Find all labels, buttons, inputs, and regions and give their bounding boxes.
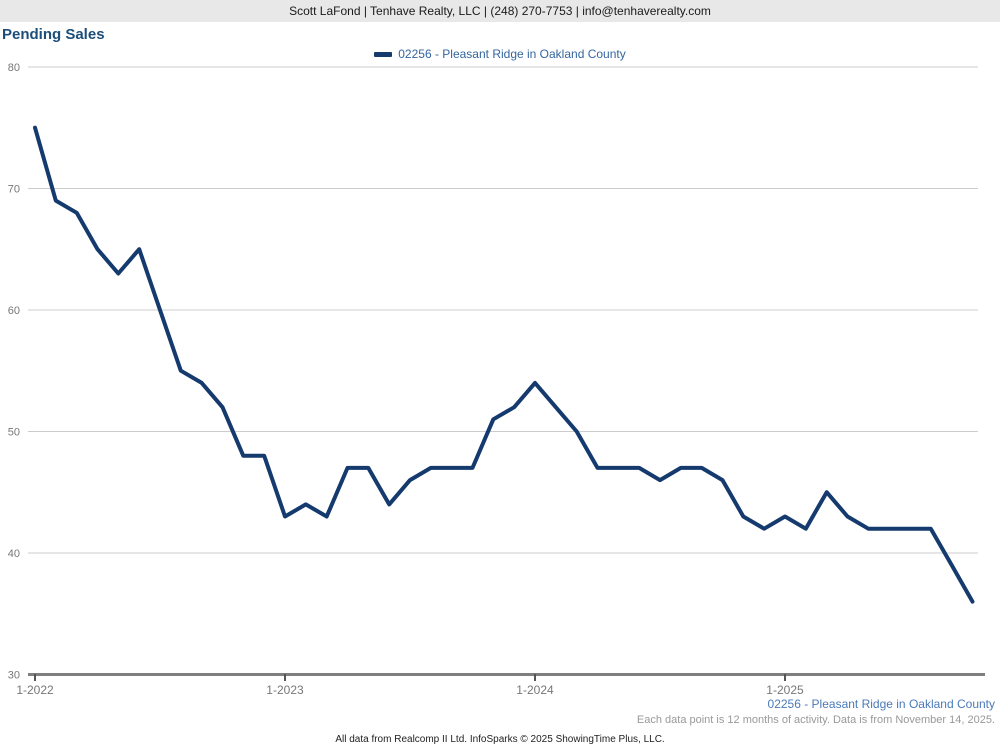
header-band: Scott LaFond | Tenhave Realty, LLC | (24… <box>0 0 1000 22</box>
chart-legend: 02256 - Pleasant Ridge in Oakland County <box>0 47 1000 61</box>
series-line <box>33 125 975 604</box>
legend-line-swatch-icon <box>374 51 393 57</box>
y-tick-label: 60 <box>8 305 20 317</box>
contact-line: Scott LaFond | Tenhave Realty, LLC | (24… <box>289 4 711 18</box>
page-title: Pending Sales <box>2 26 105 43</box>
y-tick-label: 80 <box>8 62 20 74</box>
x-tick-label: 1-2025 <box>766 683 804 697</box>
legend-series-label: 02256 - Pleasant Ridge in Oakland County <box>398 47 626 61</box>
x-tick-label: 1-2024 <box>516 683 554 697</box>
footer-attribution: All data from Realcomp II Ltd. InfoSpark… <box>335 734 665 745</box>
footer-data-note: Each data point is 12 months of activity… <box>636 714 995 726</box>
y-tick-label: 30 <box>8 670 20 682</box>
x-tick-label: 1-2023 <box>266 683 304 697</box>
x-tick-label: 1-2022 <box>16 683 54 697</box>
footer-series-label: 02256 - Pleasant Ridge in Oakland County <box>767 697 995 711</box>
y-tick-label: 50 <box>8 426 20 438</box>
y-tick-label: 70 <box>8 183 20 195</box>
y-tick-label: 40 <box>8 548 20 560</box>
